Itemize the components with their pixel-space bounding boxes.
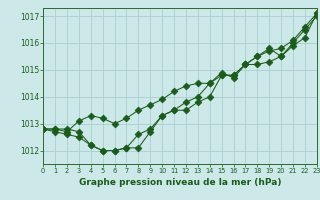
X-axis label: Graphe pression niveau de la mer (hPa): Graphe pression niveau de la mer (hPa): [79, 178, 281, 187]
